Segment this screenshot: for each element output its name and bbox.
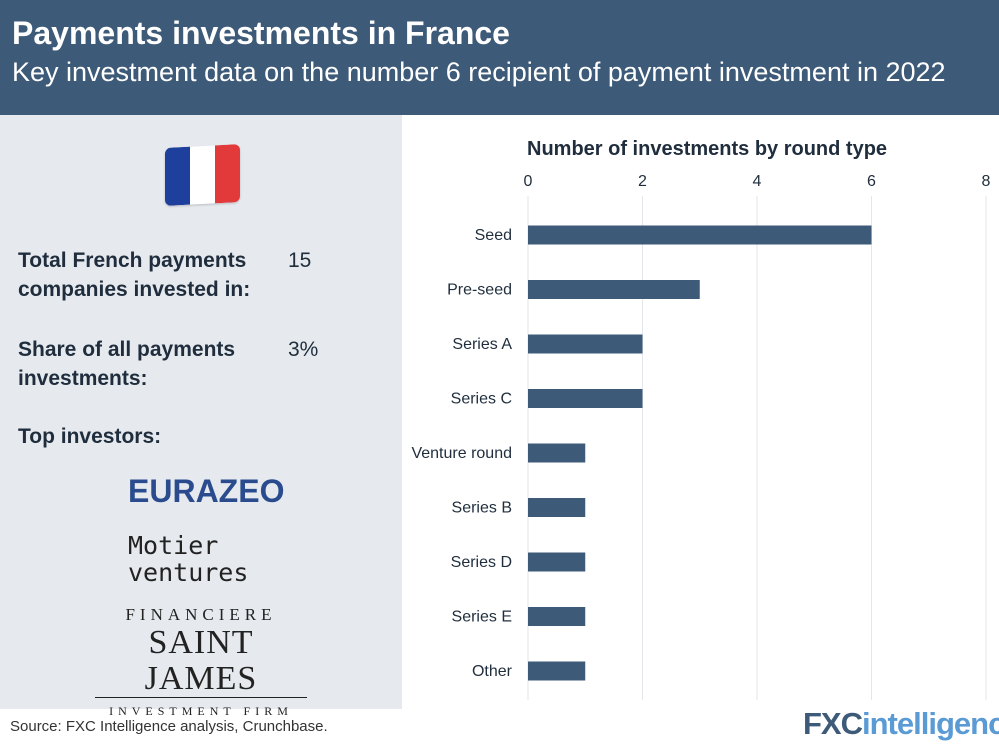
motier-logo-line2: ventures bbox=[128, 558, 249, 587]
y-category-label-4: Venture round bbox=[411, 445, 512, 462]
y-category-label-8: Other bbox=[472, 663, 513, 680]
source-note: Source: FXC Intelligence analysis, Crunc… bbox=[10, 718, 328, 735]
bar-2 bbox=[528, 334, 643, 354]
bar-3 bbox=[528, 389, 643, 408]
x-tick-label-1: 2 bbox=[638, 173, 647, 190]
motier-ventures-logo: Motier ventures bbox=[128, 532, 248, 586]
y-category-label-5: Series B bbox=[452, 500, 512, 517]
fsj-logo-line1: FINANCIERE bbox=[125, 605, 277, 624]
bar-4 bbox=[528, 443, 586, 463]
chart-title: Number of investments by round type bbox=[527, 138, 888, 160]
top-investors-label: Top investors: bbox=[18, 425, 162, 448]
brand-intelligence: intelligence bbox=[862, 706, 999, 741]
stat-value-total-companies: 15 bbox=[288, 249, 312, 272]
financiere-saint-james-logo: FINANCIERE SAINT JAMES INVESTMENT FIRM bbox=[95, 605, 307, 719]
bar-chart: 0 2 4 6 8 Seed Pre-seed Series A Series C Venture… bbox=[411, 173, 991, 700]
y-category-label-2: Series A bbox=[452, 336, 512, 353]
france-flag-icon bbox=[165, 144, 240, 206]
bar-0 bbox=[528, 225, 872, 245]
bar-8 bbox=[528, 661, 586, 681]
stat-value-share: 3% bbox=[288, 338, 319, 361]
x-tick-label-4: 8 bbox=[982, 173, 991, 190]
header-banner: Payments investments in France Key inves… bbox=[0, 0, 999, 115]
bar-6 bbox=[528, 552, 586, 572]
info-panel: Total French payments companies invested… bbox=[0, 115, 402, 718]
brand-fxc: FXC bbox=[803, 706, 863, 741]
bar-1 bbox=[528, 280, 700, 299]
fsj-logo-line2: SAINT JAMES bbox=[95, 625, 307, 698]
x-tick-label-2: 4 bbox=[753, 173, 762, 190]
x-tick-label-0: 0 bbox=[524, 173, 533, 190]
page-title: Payments investments in France bbox=[12, 15, 510, 51]
flag-stripe-white bbox=[190, 145, 215, 205]
bar-5 bbox=[528, 498, 586, 517]
page-subtitle: Key investment data on the number 6 reci… bbox=[12, 57, 946, 87]
stat-label-share: Share of all payments investments: bbox=[18, 338, 236, 390]
x-tick-label-3: 6 bbox=[867, 173, 876, 190]
eurazeo-logo: EURAZEO bbox=[128, 473, 285, 509]
motier-logo-line1: Motier bbox=[128, 531, 219, 560]
fsj-logo-line3: INVESTMENT FIRM bbox=[109, 704, 293, 718]
y-category-label-7: Series E bbox=[452, 609, 512, 626]
y-category-label-1: Pre-seed bbox=[447, 282, 512, 299]
y-category-label-3: Series C bbox=[451, 391, 512, 408]
fxc-intelligence-logo: FXCintelligenceTM bbox=[803, 706, 999, 742]
flag-stripe-red bbox=[215, 144, 240, 204]
y-category-label-6: Series D bbox=[451, 554, 512, 571]
y-category-label-0: Seed bbox=[475, 227, 512, 244]
stat-label-total-companies: Total French payments companies invested… bbox=[18, 249, 251, 301]
bar-7 bbox=[528, 607, 586, 626]
flag-stripe-blue bbox=[165, 146, 190, 206]
